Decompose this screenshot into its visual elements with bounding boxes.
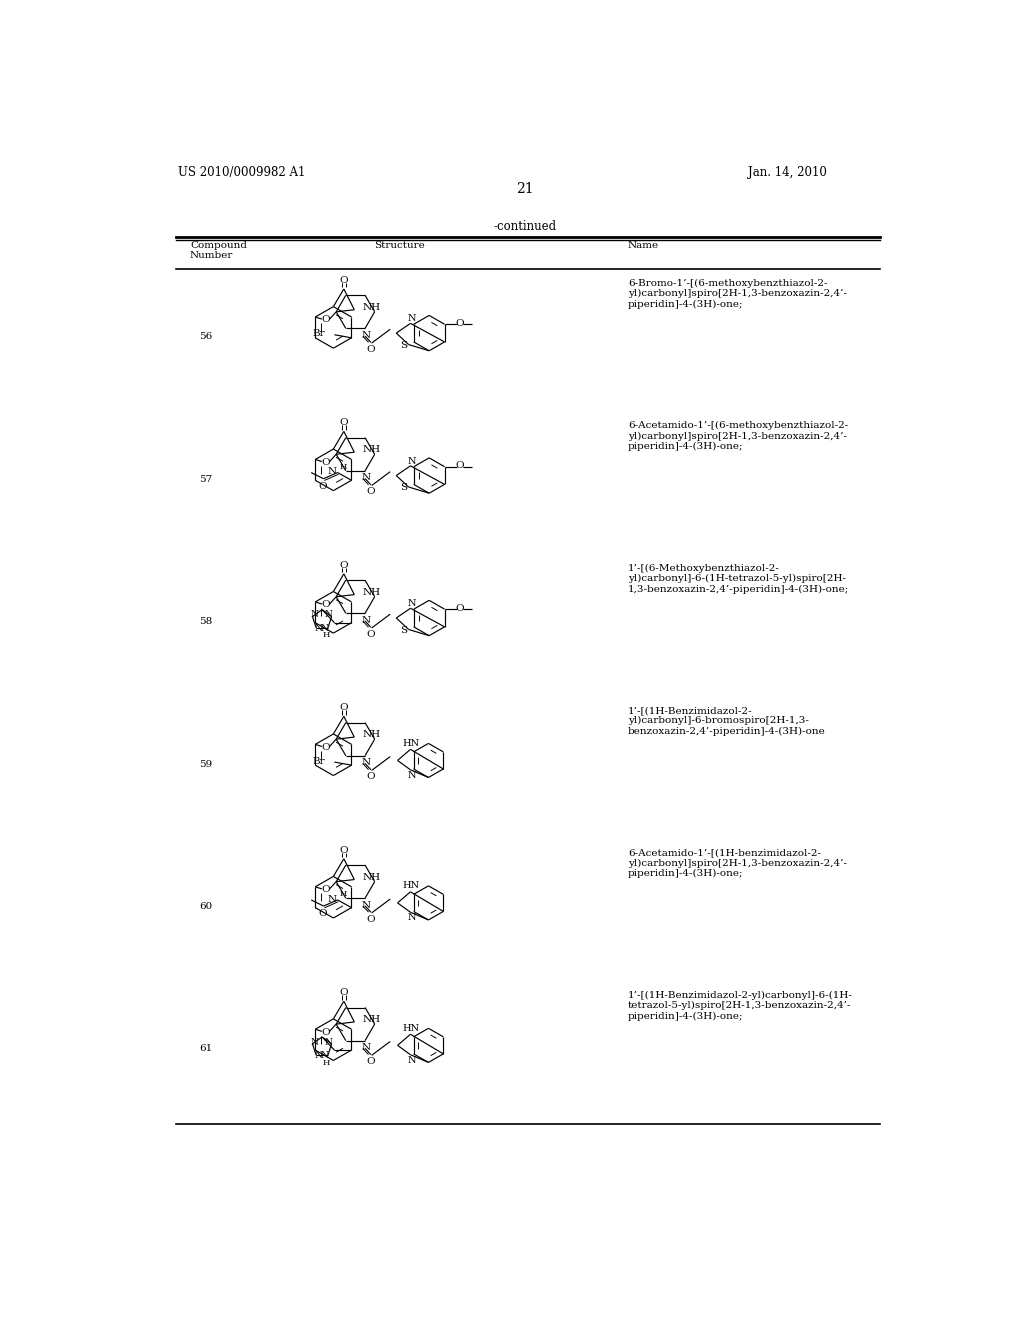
Text: Jan. 14, 2010: Jan. 14, 2010 <box>748 166 826 180</box>
Text: HN: HN <box>402 1023 420 1032</box>
Text: N: N <box>325 1038 333 1047</box>
Text: N: N <box>361 474 371 482</box>
Text: 57: 57 <box>199 475 212 483</box>
Text: H: H <box>339 463 346 471</box>
Text: N: N <box>408 314 417 323</box>
Text: S: S <box>399 341 407 350</box>
Text: 6-Bromo-1’-[(6-methoxybenzthiazol-2-
yl)carbonyl]spiro[2H-1,3-benzoxazin-2,4’-
p: 6-Bromo-1’-[(6-methoxybenzthiazol-2- yl)… <box>628 279 847 309</box>
Text: O: O <box>340 276 348 285</box>
Text: S: S <box>399 483 407 492</box>
Text: N: N <box>408 599 417 609</box>
Text: Br: Br <box>312 756 326 766</box>
Text: N: N <box>314 1051 323 1060</box>
Text: O: O <box>322 743 330 751</box>
Text: O: O <box>367 630 375 639</box>
Text: O: O <box>322 601 330 610</box>
Text: O: O <box>340 846 348 855</box>
Text: N: N <box>408 913 416 923</box>
Text: N: N <box>314 624 323 634</box>
Text: N: N <box>361 758 371 767</box>
Text: Compound
Number: Compound Number <box>190 240 247 260</box>
Text: 61: 61 <box>199 1044 212 1053</box>
Text: O: O <box>340 418 348 428</box>
Text: H: H <box>339 891 346 899</box>
Text: NH: NH <box>362 587 380 597</box>
Text: NH: NH <box>362 730 380 739</box>
Text: N: N <box>311 1038 318 1047</box>
Text: O: O <box>340 989 348 997</box>
Text: N: N <box>408 457 417 466</box>
Text: O: O <box>456 319 464 327</box>
Text: NH: NH <box>362 873 380 882</box>
Text: O: O <box>367 487 375 496</box>
Text: N: N <box>361 615 371 624</box>
Text: 21: 21 <box>516 182 534 195</box>
Text: 6-Acetamido-1’-[(6-methoxybenzthiazol-2-
yl)carbonyl]spiro[2H-1,3-benzoxazin-2,4: 6-Acetamido-1’-[(6-methoxybenzthiazol-2-… <box>628 421 848 451</box>
Text: O: O <box>456 462 464 470</box>
Text: 1’-[(6-Methoxybenzthiazol-2-
yl)carbonyl]-6-(1H-tetrazol-5-yl)spiro[2H-
1,3-benz: 1’-[(6-Methoxybenzthiazol-2- yl)carbonyl… <box>628 564 849 594</box>
Text: H: H <box>323 1059 330 1067</box>
Text: 1’-[(1H-Benzimidazol-2-
yl)carbonyl]-6-bromospiro[2H-1,3-
benzoxazin-2,4’-piperi: 1’-[(1H-Benzimidazol-2- yl)carbonyl]-6-b… <box>628 706 825 737</box>
Text: N: N <box>408 771 416 780</box>
Text: N: N <box>361 1043 371 1052</box>
Text: O: O <box>322 458 330 467</box>
Text: 1’-[(1H-Benzimidazol-2-yl)carbonyl]-6-(1H-
tetrazol-5-yl)spiro[2H-1,3-benzoxazin: 1’-[(1H-Benzimidazol-2-yl)carbonyl]-6-(1… <box>628 991 853 1020</box>
Text: NH: NH <box>362 1015 380 1024</box>
Text: O: O <box>367 915 375 924</box>
Text: O: O <box>367 772 375 781</box>
Text: N: N <box>325 610 333 619</box>
Text: HN: HN <box>402 882 420 890</box>
Text: O: O <box>318 482 327 491</box>
Text: O: O <box>456 603 464 612</box>
Text: NH: NH <box>362 445 380 454</box>
Text: US 2010/0009982 A1: US 2010/0009982 A1 <box>178 166 306 180</box>
Text: N: N <box>328 895 337 904</box>
Text: 59: 59 <box>199 759 212 768</box>
Text: 56: 56 <box>199 333 212 341</box>
Text: N: N <box>361 900 371 909</box>
Text: N: N <box>361 331 371 339</box>
Text: O: O <box>367 345 375 354</box>
Text: N: N <box>321 1051 329 1060</box>
Text: N: N <box>408 1056 416 1065</box>
Text: O: O <box>322 886 330 894</box>
Text: NH: NH <box>362 302 380 312</box>
Text: O: O <box>322 1027 330 1036</box>
Text: N: N <box>311 610 318 619</box>
Text: S: S <box>399 626 407 635</box>
Text: O: O <box>340 561 348 570</box>
Text: 60: 60 <box>199 902 212 911</box>
Text: 6-Acetamido-1’-[(1H-benzimidazol-2-
yl)carbonyl]spiro[2H-1,3-benzoxazin-2,4’-
pi: 6-Acetamido-1’-[(1H-benzimidazol-2- yl)c… <box>628 849 847 878</box>
Text: HN: HN <box>402 739 420 747</box>
Text: Br: Br <box>312 330 326 338</box>
Text: O: O <box>367 1057 375 1067</box>
Text: O: O <box>340 704 348 713</box>
Text: Name: Name <box>628 240 659 249</box>
Text: H: H <box>323 631 330 639</box>
Text: -continued: -continued <box>494 220 556 234</box>
Text: O: O <box>322 315 330 325</box>
Text: O: O <box>318 909 327 919</box>
Text: N: N <box>321 624 329 634</box>
Text: N: N <box>328 467 337 477</box>
Text: 58: 58 <box>199 616 212 626</box>
Text: Structure: Structure <box>374 240 425 249</box>
